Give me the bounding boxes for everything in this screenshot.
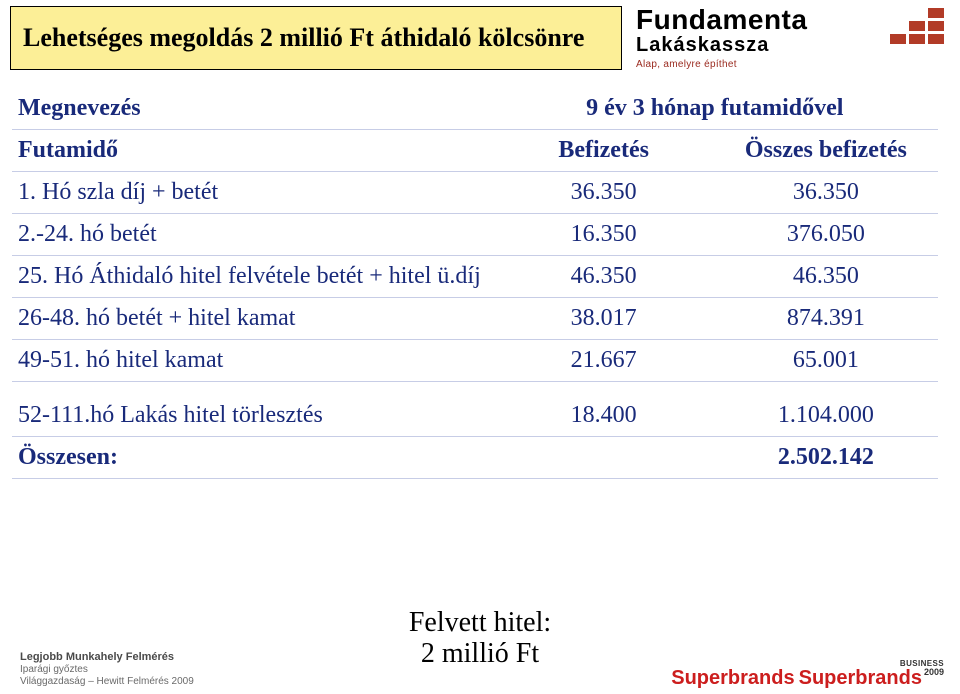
table-row: 25. Hó Áthidaló hitel felvétele betét + … <box>12 256 938 298</box>
sb-label: Superbrands <box>671 667 794 689</box>
footer-center-line1: Felvett hitel: <box>409 608 551 639</box>
table-cell-value2: 376.050 <box>716 214 938 256</box>
table-cell-value1: 21.667 <box>494 340 716 382</box>
footer: Legjobb Munkahely Felmérés Iparági győzt… <box>0 651 960 690</box>
table-cell-value2: 46.350 <box>716 256 938 298</box>
footer-left-line3: Világgazdaság – Hewitt Felmérés 2009 <box>20 676 194 688</box>
table-cell-value1: 16.350 <box>494 214 716 256</box>
table-cell-value1: 36.350 <box>494 172 716 214</box>
table-cell-value1: 46.350 <box>494 256 716 298</box>
table-cell-value2: 2.502.142 <box>716 437 938 479</box>
table-row: 1. Hó szla díj + betét36.35036.350 <box>12 172 938 214</box>
table-cell-value2: 874.391 <box>716 298 938 340</box>
table-cell-value1: Befizetés <box>494 130 716 172</box>
sb-label-2: Superbrands <box>799 667 922 689</box>
footer-left-line2: Iparági győztes <box>20 664 194 676</box>
superbrands-badge-1: Superbrands <box>671 668 794 688</box>
table-cell-label: Futamidő <box>12 130 494 172</box>
table-row: 26-48. hó betét + hitel kamat38.017874.3… <box>12 298 938 340</box>
table-row: FutamidőBefizetésÖsszes befizetés <box>12 130 938 172</box>
page-title: Lehetséges megoldás 2 millió Ft áthidaló… <box>10 6 622 70</box>
table-cell-value1 <box>494 437 716 479</box>
sb-year: 2009 <box>924 668 944 677</box>
table-cell-label: Megnevezés <box>12 88 494 130</box>
table-cell-span: 9 év 3 hónap futamidővel <box>494 88 938 130</box>
table-row: 52-111.hó Lakás hitel törlesztés18.4001.… <box>12 382 938 437</box>
footer-center: Felvett hitel: 2 millió Ft <box>409 608 551 670</box>
table-cell-label: 1. Hó szla díj + betét <box>12 172 494 214</box>
header: Lehetséges megoldás 2 millió Ft áthidaló… <box>10 6 950 70</box>
table-cell-label: 52-111.hó Lakás hitel törlesztés <box>12 382 494 437</box>
brick-icon <box>890 8 944 47</box>
table-row: Összesen: 2.502.142 <box>12 437 938 479</box>
superbrands-badge-2: BUSINESS Superbrands2009 <box>799 660 944 688</box>
table-cell-value2: 65.001 <box>716 340 938 382</box>
table-cell-value2: 1.104.000 <box>716 382 938 437</box>
table-cell-label: 49-51. hó hitel kamat <box>12 340 494 382</box>
footer-left-badge: Legjobb Munkahely Felmérés Iparági győzt… <box>20 651 194 688</box>
brand-tagline: Alap, amelyre építhet <box>636 59 950 70</box>
table-cell-label: 25. Hó Áthidaló hitel felvétele betét + … <box>12 256 494 298</box>
table-row: 49-51. hó hitel kamat21.66765.001 <box>12 340 938 382</box>
table-row: Megnevezés9 év 3 hónap futamidővel <box>12 88 938 130</box>
page-title-text: Lehetséges megoldás 2 millió Ft áthidaló… <box>23 23 584 53</box>
footer-left-title: Legjobb Munkahely Felmérés <box>20 651 194 664</box>
table-cell-label: 26-48. hó betét + hitel kamat <box>12 298 494 340</box>
data-table: Megnevezés9 év 3 hónap futamidővelFutami… <box>12 88 938 479</box>
data-table-container: Megnevezés9 év 3 hónap futamidővelFutami… <box>12 88 938 479</box>
table-cell-label: Összesen: <box>12 437 494 479</box>
table-cell-value1: 38.017 <box>494 298 716 340</box>
table-cell-value1: 18.400 <box>494 382 716 437</box>
brand-logo: Fundamenta Lakáskassza Alap, amelyre épí… <box>630 6 950 70</box>
table-row: 2.-24. hó betét16.350376.050 <box>12 214 938 256</box>
footer-right-badges: Superbrands BUSINESS Superbrands2009 <box>671 660 944 688</box>
footer-center-line2: 2 millió Ft <box>409 639 551 670</box>
table-cell-value2: Összes befizetés <box>716 130 938 172</box>
table-cell-label: 2.-24. hó betét <box>12 214 494 256</box>
table-cell-value2: 36.350 <box>716 172 938 214</box>
